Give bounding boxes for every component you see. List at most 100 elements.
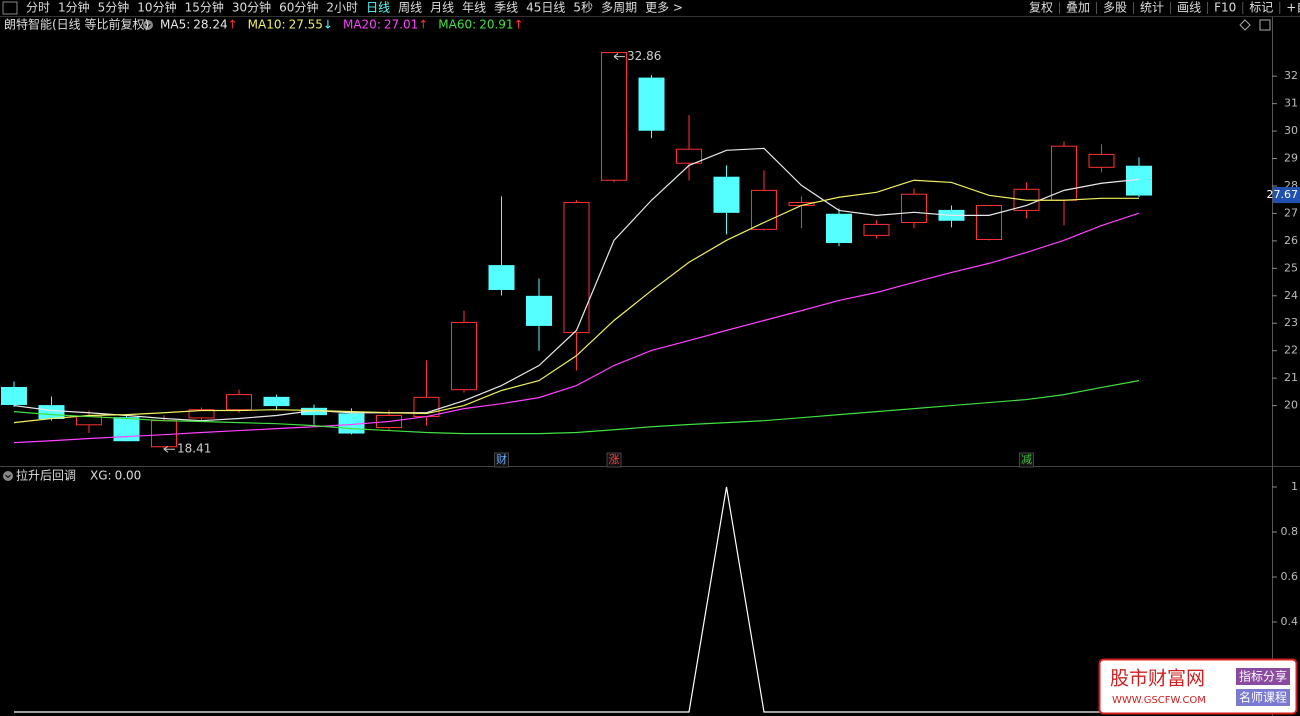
candle-body [901,193,927,223]
last-price-box [1273,187,1300,204]
window-icon[interactable] [1259,19,1271,31]
label-arrow [163,445,175,453]
y-tick-label: 29 [1284,152,1298,165]
toolbar-button[interactable]: 标记 [1249,1,1273,15]
legend-value: 27.55 [289,18,323,32]
indicator-title: 拉升后回调 [16,468,76,483]
candle-body [751,189,777,230]
y-tick-label: 31 [1284,97,1298,110]
legend-name: MA20 [343,18,377,32]
toolbar-tab[interactable]: 季线 [494,1,518,15]
toolbar-tab[interactable]: 60分钟 [279,0,318,15]
legend-separator: : [282,18,286,32]
legend-separator: : [186,18,190,32]
y-tick-label: 21 [1284,371,1298,384]
toolbar-button[interactable]: 画线 [1177,1,1201,15]
toolbar-tab[interactable]: 多周期 [601,1,637,15]
toolbar-tab[interactable]: 周线 [398,1,422,15]
candle-body [526,295,552,326]
candle-body [976,204,1002,241]
candle-body [601,52,627,181]
legend-value: 27.01 [384,18,418,32]
dropdown-icon[interactable] [3,471,13,481]
toolbar-tab[interactable]: 年线 [462,1,486,15]
candle-body [1126,165,1152,196]
last-price-label: 27.67 [1267,188,1299,201]
dropdown-icon[interactable] [143,20,153,30]
toolbar-tab[interactable]: 45日线 [526,1,565,15]
candle-body [1051,145,1077,201]
toolbar-tab[interactable]: 日线 [366,1,390,15]
y-tick-label: 30 [1284,124,1298,137]
dropdown-chevron [5,474,11,479]
event-marker-box [494,452,509,468]
chart-title: 朗特智能(日线 等比前复权) [4,17,149,32]
toolbar-button[interactable]: +自选 [1286,1,1300,15]
toolbar-tab[interactable]: 5分钟 [98,0,130,15]
toolbar-tab[interactable]: 月线 [430,1,454,15]
dropdown-chevron [145,23,151,28]
diamond-icon[interactable] [1239,19,1251,31]
legend-separator: : [377,18,381,32]
legend-name: XG [90,469,108,483]
watermark-url: WWW.GSCFW.COM [1112,695,1206,706]
legend-value: 20.91 [479,18,513,32]
indicator-line [14,486,1139,713]
label-arrow [613,53,625,60]
toolbar-button[interactable]: 统计 [1140,1,1164,15]
candle-body [451,321,477,391]
y-tick-label: 32 [1284,69,1298,82]
legend-name: MA60 [438,18,472,32]
max-price-label: 32.86 [627,49,661,63]
toolbar-tab[interactable]: 15分钟 [185,0,224,15]
toolbar-tab[interactable]: 5秒 [573,1,593,15]
event-marker: 减 [1021,453,1032,466]
watermark: 股市财富网 WWW.GSCFW.COM 指标分享 名师课程 [1098,658,1298,715]
candle-body [38,405,65,419]
y-tick-label: 0.4 [1281,615,1299,628]
toolbar-tab[interactable]: 10分钟 [137,0,176,15]
watermark-tag-bg [1236,689,1290,706]
menu-icon[interactable] [2,1,18,15]
ma-line [13,212,1140,444]
candle-body [76,416,102,426]
legend-name: MA10 [248,18,282,32]
ma-line [13,380,1140,435]
candle-body [488,265,515,290]
legend-trend: ↑ [514,18,524,32]
watermark-tag: 名师课程 [1239,690,1287,705]
legend-separator: : [108,469,112,483]
watermark-tag-bg [1236,668,1290,685]
toolbar-button[interactable]: 复权 [1029,1,1053,15]
candle-body [263,396,290,407]
legend-value: 28.24 [193,18,227,32]
event-marker-box [606,452,622,468]
y-tick-label: 20 [1284,399,1298,412]
y-tick-label: 27 [1284,206,1298,219]
y-tick-label: 0.6 [1281,570,1299,583]
y-tick-label: 23 [1284,316,1298,329]
ma-line [13,179,1139,424]
legend-value: 0.00 [115,469,142,483]
candle-body [188,409,215,419]
toolbar-tab[interactable]: 更多 > [645,1,683,15]
legend-separator: : [472,18,476,32]
toolbar-button[interactable]: 多股 [1103,1,1127,15]
toolbar-tab[interactable]: 2小时 [326,1,358,15]
toolbar-button[interactable]: 叠加 [1066,1,1090,15]
toolbar-tab[interactable]: 分时 [26,1,50,15]
candle-body [226,394,252,411]
event-marker: 财 [496,452,507,466]
toolbar-tab[interactable]: 1分钟 [58,0,90,15]
y-tick-label: 24 [1284,289,1298,302]
candle-body [113,417,140,442]
y-tick-label: 0.8 [1281,525,1299,538]
toolbar-button[interactable]: F10 [1214,1,1236,15]
legend-name: MA5 [160,18,186,32]
toolbar-tab[interactable]: 30分钟 [232,0,271,15]
candle-body [1088,153,1115,168]
event-marker: 涨 [609,453,620,466]
y-tick-label: 22 [1284,344,1298,357]
candle-body [676,148,702,164]
